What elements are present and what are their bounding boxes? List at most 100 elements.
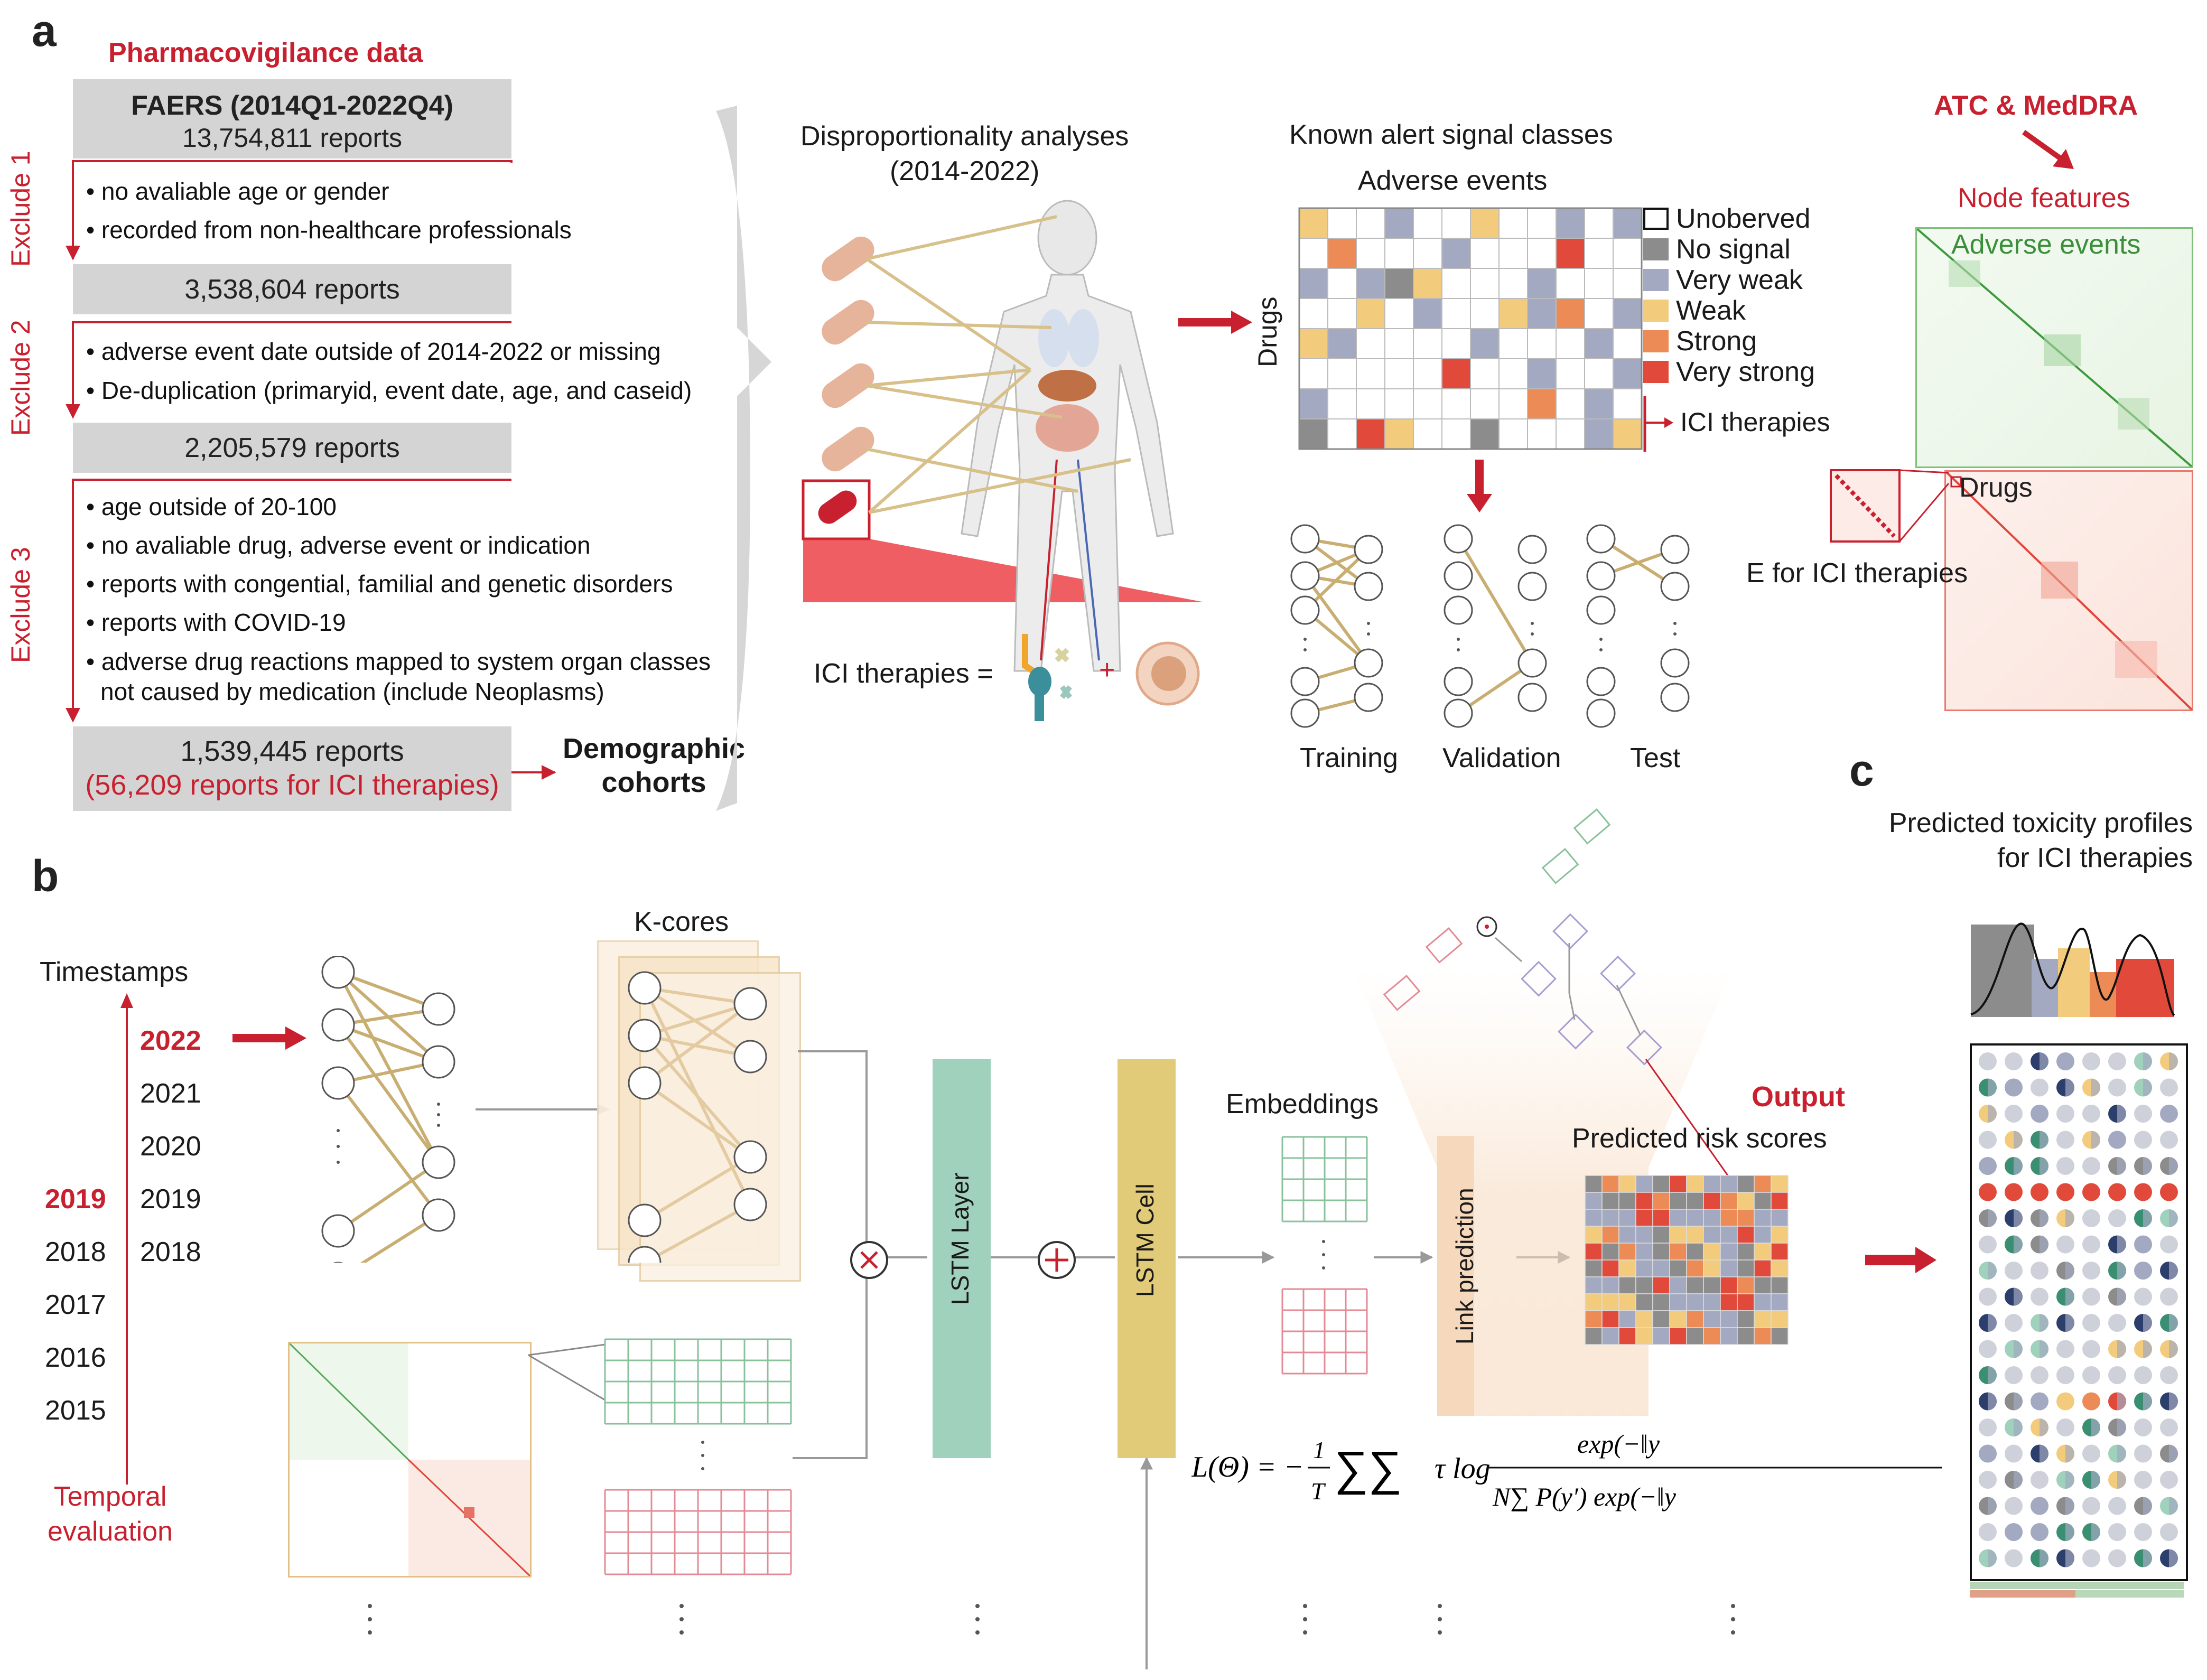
signal-cell — [1613, 388, 1642, 419]
signal-cell — [1384, 208, 1414, 239]
risk-cell — [1720, 1276, 1738, 1294]
signal-cell — [1356, 298, 1385, 329]
ellipsis-dot — [337, 1161, 340, 1164]
graph-node — [1354, 535, 1383, 564]
signal-cell — [1470, 208, 1500, 239]
pie-slice — [1988, 1549, 1997, 1567]
signal-cell — [1613, 328, 1642, 359]
pie-chart — [2082, 1287, 2100, 1306]
risk-cell — [1771, 1310, 1789, 1328]
pie-slice — [1988, 1314, 1997, 1332]
signal-cell — [1527, 418, 1557, 450]
signal-cell — [1441, 388, 1471, 419]
risk-cell — [1737, 1209, 1755, 1227]
pie-chart — [2005, 1497, 2023, 1515]
signal-cell — [1413, 358, 1442, 389]
signal-cell — [1299, 238, 1328, 269]
risk-cell — [1585, 1192, 1603, 1210]
signal-cell — [1556, 328, 1585, 359]
pie-slice — [2065, 1287, 2074, 1306]
risk-cell — [1585, 1327, 1603, 1345]
final-reports: 1,539,445 reports — [180, 735, 404, 767]
signal-cell — [1327, 388, 1357, 419]
signal-cell — [1441, 208, 1471, 239]
pie-slice — [2169, 1157, 2178, 1175]
ellipsis-dot — [1367, 632, 1370, 636]
graph-node — [733, 1040, 767, 1074]
risk-cell — [1601, 1175, 1619, 1193]
drugs-axis-label: Drugs — [1253, 296, 1282, 367]
exclude3-item: • age outside of 20-100 — [86, 493, 337, 520]
source-title: Pharmacovigilance data — [108, 38, 423, 68]
pie-chart — [2082, 1105, 2100, 1123]
legend-label: Unoberved — [1676, 203, 1811, 234]
graph-edge — [644, 1203, 751, 1263]
graph-node — [1290, 698, 1320, 728]
risk-cell — [1585, 1226, 1603, 1244]
risk-cell — [1720, 1226, 1738, 1244]
risk-cell — [1686, 1259, 1704, 1277]
risk-cell — [1618, 1243, 1636, 1261]
risk-cell — [1652, 1175, 1670, 1193]
pie-slice — [2143, 1052, 2152, 1070]
legend-swatch — [1643, 269, 1669, 291]
risk-cell — [1703, 1192, 1721, 1210]
panel-a-letter: a — [32, 6, 57, 55]
pie-chart — [2160, 1523, 2178, 1541]
graph-node — [1586, 698, 1616, 728]
graph-node — [1444, 561, 1473, 591]
pie-slice — [2143, 1209, 2152, 1227]
graph-node — [1660, 572, 1690, 601]
pie-slice — [2014, 1131, 2023, 1149]
pie-chart — [2160, 1183, 2178, 1201]
loss-one: 1 — [1313, 1436, 1325, 1463]
pie-chart — [2108, 1078, 2126, 1097]
risk-cell — [1703, 1259, 1721, 1277]
graph-node — [422, 992, 455, 1026]
loss-numerator: exp(−‖y — [1577, 1429, 1660, 1459]
ici-zoom-inset — [1830, 469, 1950, 543]
signal-cell — [1498, 208, 1528, 239]
ellipsis-dot — [1673, 632, 1677, 636]
signal-cell — [1299, 298, 1328, 329]
pie-chart — [2160, 1235, 2178, 1254]
pie-slice — [2169, 1105, 2178, 1123]
signal-cell — [1299, 328, 1328, 359]
arrow-2022-to-graph — [232, 1026, 306, 1050]
risk-cell — [1652, 1276, 1670, 1294]
dispro-line: (2014-2022) — [890, 156, 1040, 186]
signal-cell — [1356, 268, 1385, 299]
legend-item: Unoberved — [1643, 203, 1815, 234]
signal-legend: Unoberved No signal Very weak Weak Strong Ver… — [1643, 203, 1815, 387]
risk-cell — [1585, 1310, 1603, 1328]
pie-chart — [2056, 1366, 2074, 1384]
graph-node — [1290, 524, 1320, 554]
risk-cell — [1771, 1259, 1789, 1277]
box2: 3,538,604 reports — [73, 264, 511, 314]
arrow-to-kcores — [476, 1104, 610, 1115]
pie-chart — [2160, 1471, 2178, 1489]
signal-cell — [1613, 208, 1642, 239]
pie-slice — [2040, 1549, 2048, 1567]
split-test: Test — [1630, 743, 1681, 773]
risk-cell — [1601, 1209, 1619, 1227]
graph-node — [733, 1140, 767, 1174]
risk-cell — [1585, 1259, 1603, 1277]
pie-slice — [2091, 1078, 2100, 1097]
legend-label: Very weak — [1676, 265, 1803, 295]
graph-edge — [337, 971, 440, 1163]
risk-cell — [1771, 1209, 1789, 1227]
signal-cell — [1384, 358, 1414, 389]
pie-chart — [2108, 1183, 2126, 1201]
ellipsis-dot — [701, 1467, 704, 1470]
graph-node — [1586, 667, 1616, 696]
legend-label: Strong — [1676, 326, 1757, 357]
graph-edge — [360, 1214, 440, 1263]
pie-chart — [2005, 1183, 2023, 1201]
pie-chart — [2160, 1131, 2178, 1149]
ellipsis-dot — [437, 1113, 440, 1116]
risk-cell — [1771, 1276, 1789, 1294]
pie-chart — [1979, 1235, 1997, 1254]
loss-lhs: L(Θ) = − — [1191, 1451, 1303, 1483]
signal-cell — [1584, 418, 1614, 450]
